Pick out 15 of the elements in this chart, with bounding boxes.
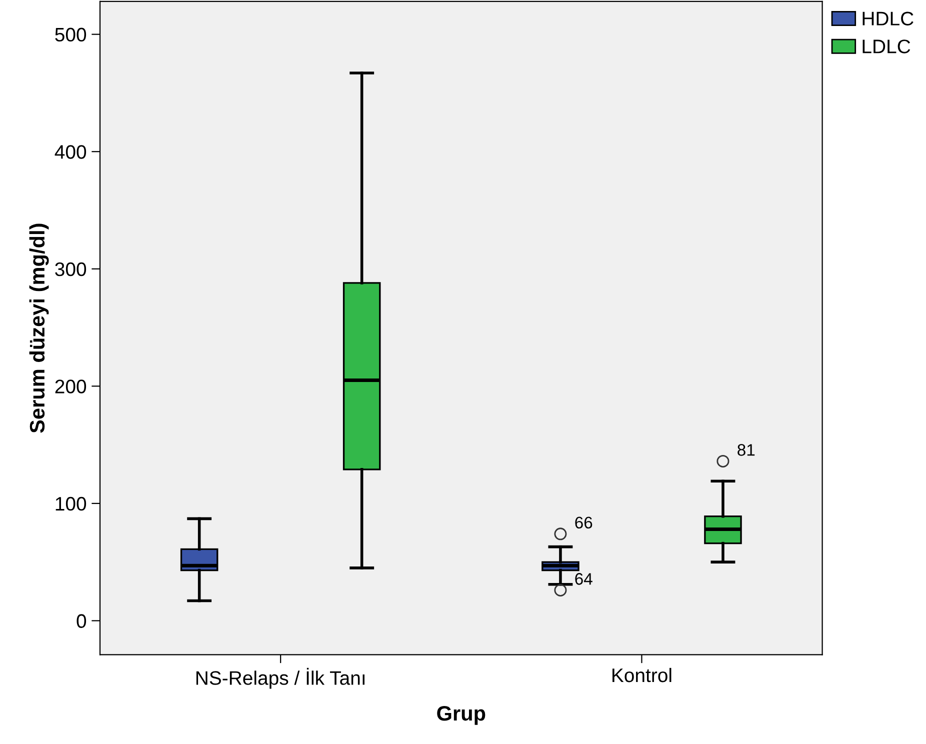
x-tick-label: Kontrol xyxy=(612,668,672,682)
y-tick-label: 400 xyxy=(54,145,86,159)
legend-label: HDLC xyxy=(862,12,914,26)
y-tick-label: 200 xyxy=(55,380,86,394)
x-axis-title: Grup xyxy=(437,706,486,725)
annotation: 81 xyxy=(738,444,755,456)
y-tick-label: 0 xyxy=(76,614,86,628)
x-tick-label: NS-Relaps / İlk Tanı xyxy=(196,668,364,689)
annotation: 66 xyxy=(575,516,592,529)
y-tick-label: 300 xyxy=(55,262,86,276)
legend-label: LDLC xyxy=(862,40,910,54)
y-axis-title: Serum düzeyi (mg/dl) xyxy=(29,224,49,433)
y-tick-label: 500 xyxy=(55,28,86,42)
y-tick-label: 100 xyxy=(56,496,86,511)
annotation: 64 xyxy=(575,573,592,585)
